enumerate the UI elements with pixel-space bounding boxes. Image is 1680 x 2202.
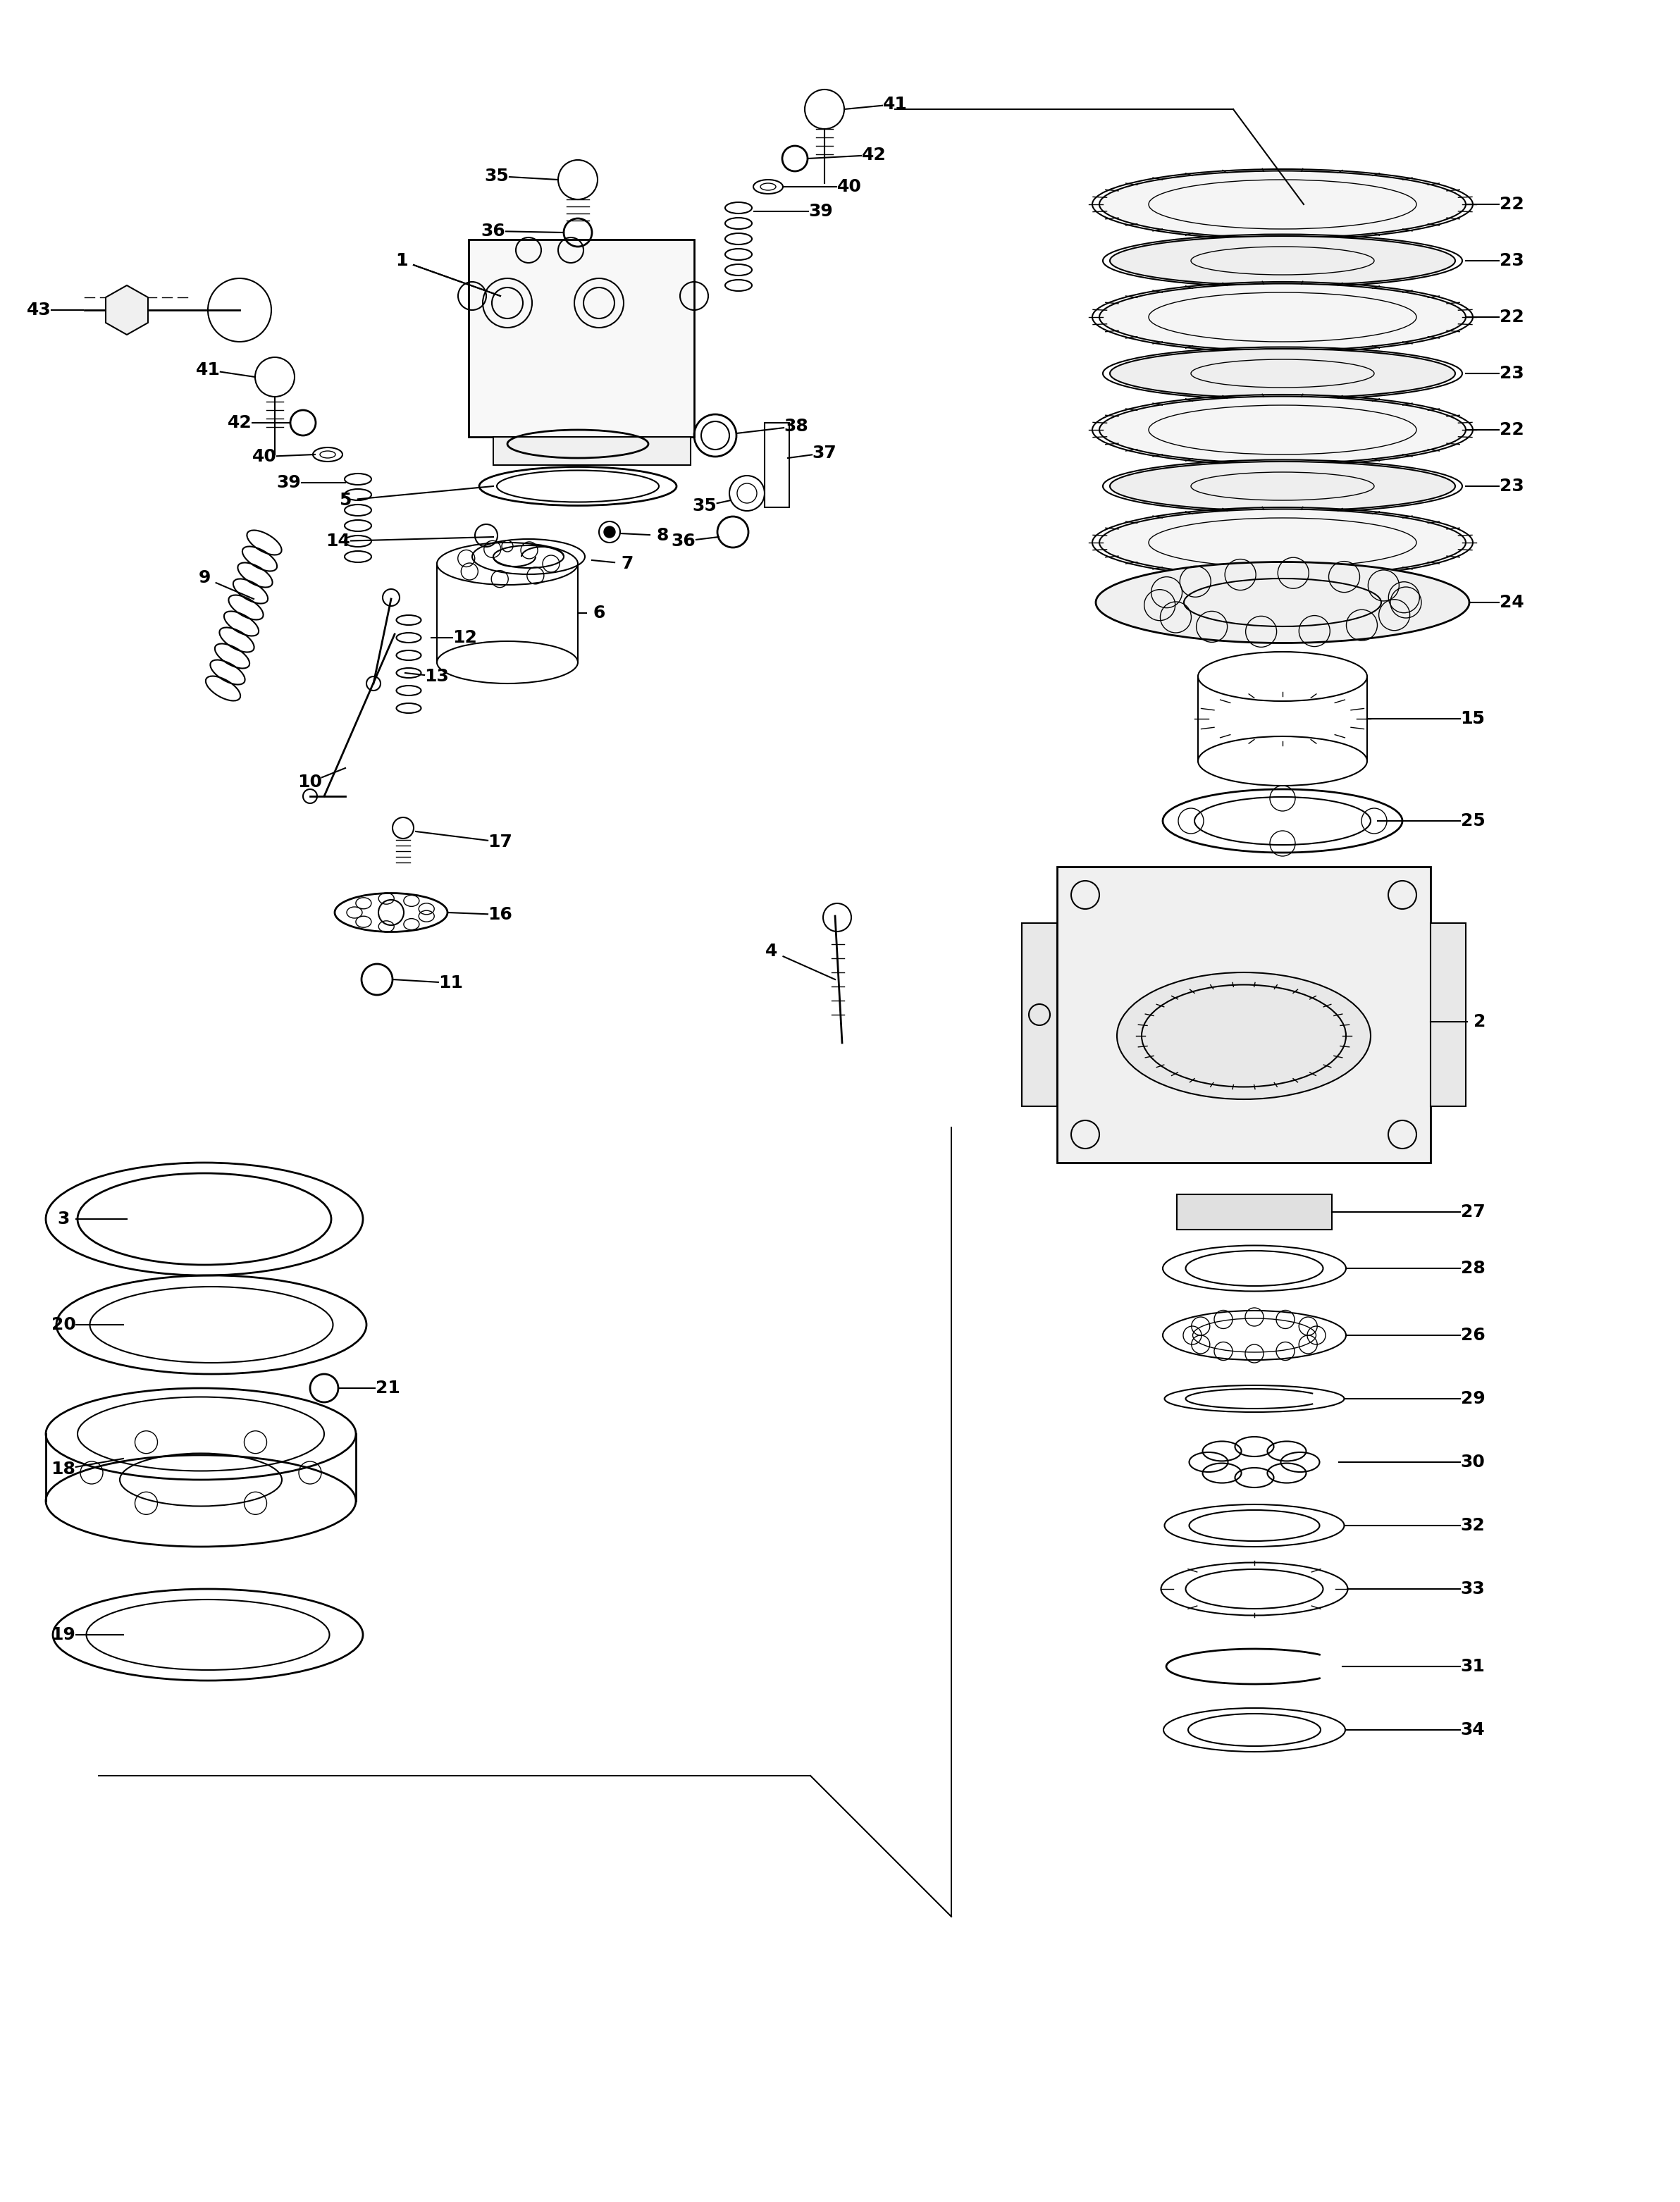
Polygon shape — [106, 286, 148, 335]
Text: 31: 31 — [1460, 1658, 1485, 1676]
Text: 19: 19 — [50, 1627, 76, 1643]
Text: 16: 16 — [489, 907, 512, 923]
Text: 24: 24 — [1499, 595, 1524, 610]
Text: 25: 25 — [1460, 813, 1485, 830]
Text: 38: 38 — [785, 418, 808, 434]
Text: 26: 26 — [1460, 1328, 1485, 1343]
Text: 41: 41 — [882, 97, 907, 112]
Ellipse shape — [1117, 973, 1371, 1099]
Text: 3: 3 — [57, 1211, 69, 1227]
Text: 10: 10 — [297, 773, 323, 791]
Text: 15: 15 — [1460, 711, 1485, 727]
Text: 41: 41 — [195, 361, 220, 379]
Text: 27: 27 — [1460, 1204, 1485, 1220]
Text: 5: 5 — [339, 491, 351, 509]
Text: 40: 40 — [252, 449, 277, 465]
Text: 42: 42 — [862, 148, 885, 163]
Text: 13: 13 — [425, 667, 449, 685]
Text: 23: 23 — [1499, 478, 1524, 495]
Bar — [1178, 1193, 1332, 1229]
Polygon shape — [469, 240, 694, 436]
Text: 23: 23 — [1499, 253, 1524, 269]
Ellipse shape — [1099, 396, 1465, 462]
Text: 18: 18 — [50, 1460, 76, 1478]
Circle shape — [603, 526, 615, 537]
Text: 43: 43 — [27, 302, 50, 319]
Ellipse shape — [1110, 236, 1455, 286]
Text: 29: 29 — [1460, 1389, 1485, 1407]
Text: 1: 1 — [395, 253, 408, 269]
Text: 14: 14 — [326, 533, 351, 550]
Text: 40: 40 — [837, 178, 862, 196]
Text: 42: 42 — [227, 414, 252, 432]
Text: 8: 8 — [657, 526, 669, 544]
Ellipse shape — [1095, 562, 1470, 643]
Text: 20: 20 — [50, 1317, 76, 1332]
Polygon shape — [494, 436, 690, 465]
Polygon shape — [1021, 923, 1057, 1105]
Text: 9: 9 — [198, 570, 210, 586]
Text: 36: 36 — [672, 533, 696, 550]
Text: 22: 22 — [1499, 421, 1524, 438]
Ellipse shape — [1099, 284, 1465, 350]
Text: 39: 39 — [277, 473, 301, 491]
Text: 36: 36 — [480, 222, 506, 240]
Text: 32: 32 — [1460, 1517, 1485, 1535]
Polygon shape — [1431, 923, 1465, 1105]
Text: 33: 33 — [1460, 1581, 1485, 1596]
Text: 39: 39 — [808, 203, 833, 220]
Text: 35: 35 — [484, 167, 509, 185]
Text: 21: 21 — [375, 1381, 400, 1396]
Ellipse shape — [1110, 348, 1455, 399]
Text: 30: 30 — [1460, 1453, 1485, 1471]
Text: 2: 2 — [1473, 1013, 1487, 1031]
Text: 23: 23 — [1499, 366, 1524, 381]
Text: 35: 35 — [692, 498, 717, 515]
Text: 17: 17 — [489, 835, 512, 850]
Text: 37: 37 — [811, 445, 837, 462]
Text: 6: 6 — [593, 606, 605, 621]
Ellipse shape — [1099, 509, 1465, 577]
Text: 1: 1 — [395, 253, 408, 269]
Text: 15: 15 — [1460, 711, 1485, 727]
Text: 4: 4 — [766, 942, 778, 960]
Text: 12: 12 — [454, 630, 477, 645]
Text: 34: 34 — [1460, 1722, 1485, 1737]
Text: 28: 28 — [1460, 1260, 1485, 1277]
Ellipse shape — [1110, 462, 1455, 511]
Text: 22: 22 — [1499, 308, 1524, 326]
Text: 11: 11 — [438, 975, 464, 991]
Ellipse shape — [1099, 172, 1465, 238]
Text: 22: 22 — [1499, 196, 1524, 214]
Text: 7: 7 — [622, 555, 633, 573]
Polygon shape — [1057, 868, 1431, 1163]
